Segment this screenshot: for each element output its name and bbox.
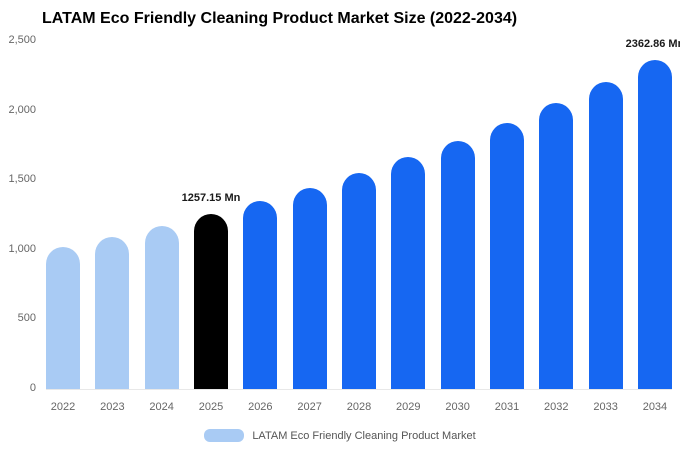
y-axis: 0 500 1,000 1,500 2,000 2,500 <box>0 34 40 394</box>
bar-2026 <box>243 201 278 389</box>
y-axis-tick: 500 <box>17 312 36 325</box>
bar-2025 <box>193 214 228 389</box>
bar-slot: 2028 <box>341 41 376 413</box>
bar-slot: 1257.15 Mn 2025 <box>182 41 241 413</box>
bar-slot: 2032 <box>539 41 574 413</box>
bar-slot: 2023 <box>95 41 130 413</box>
chart-title: LATAM Eco Friendly Cleaning Product Mark… <box>42 10 518 27</box>
x-axis-label: 2033 <box>593 401 618 413</box>
x-axis-label: 2026 <box>248 401 273 413</box>
bar-slot: 2362.86 Mn 2034 <box>626 38 680 413</box>
x-axis-label: 2032 <box>544 401 569 413</box>
bar-2030 <box>440 140 475 389</box>
bar-value-label: 2362.86 Mn <box>625 38 680 51</box>
x-axis-label: 2025 <box>198 401 224 413</box>
bar-2031 <box>489 122 524 389</box>
legend-label: LATAM Eco Friendly Cleaning Product Mark… <box>252 429 476 442</box>
y-axis-tick: 2,000 <box>8 103 36 116</box>
bar-2032 <box>539 103 574 389</box>
bar-value-label: 1257.15 Mn <box>181 192 241 205</box>
bar-slot: 2026 <box>243 41 278 413</box>
plot-area: 2022 2023 2024 1257.15 Mn 2025 2026 2027 2028 20… <box>46 38 680 413</box>
y-axis-tick: 1,000 <box>8 242 36 255</box>
bar-slot: 2033 <box>588 41 623 413</box>
x-axis-label: 2022 <box>50 401 76 413</box>
bar-slot: 2030 <box>440 41 475 413</box>
x-axis-label: 2024 <box>149 401 174 413</box>
y-axis-tick: 2,500 <box>8 34 36 46</box>
legend: LATAM Eco Friendly Cleaning Product Mark… <box>0 429 680 442</box>
bar-slot: 2024 <box>144 41 179 413</box>
x-axis-label: 2030 <box>445 401 470 413</box>
bar-2029 <box>391 157 426 389</box>
x-axis-label: 2027 <box>297 401 322 413</box>
bar-2023 <box>95 236 130 389</box>
x-axis-label: 2034 <box>642 401 668 413</box>
bar-slot: 2027 <box>292 41 327 413</box>
x-axis-label: 2031 <box>494 401 520 413</box>
bar-slot: 2031 <box>489 41 524 413</box>
bar-2022 <box>46 247 80 389</box>
bar-2033 <box>588 82 623 389</box>
bar-2024 <box>144 225 179 389</box>
x-axis-label: 2029 <box>396 401 421 413</box>
bar-slot: 2022 <box>46 41 80 413</box>
x-axis-label: 2023 <box>100 401 125 413</box>
y-axis-tick: 0 <box>29 382 36 394</box>
y-axis-tick: 1,500 <box>8 173 36 186</box>
bar-2034 <box>637 60 672 389</box>
bar-2027 <box>292 187 327 389</box>
x-axis-label: 2028 <box>346 401 372 413</box>
bar-2028 <box>341 173 376 389</box>
legend-swatch <box>204 429 245 442</box>
bar-slot: 2029 <box>391 41 426 413</box>
